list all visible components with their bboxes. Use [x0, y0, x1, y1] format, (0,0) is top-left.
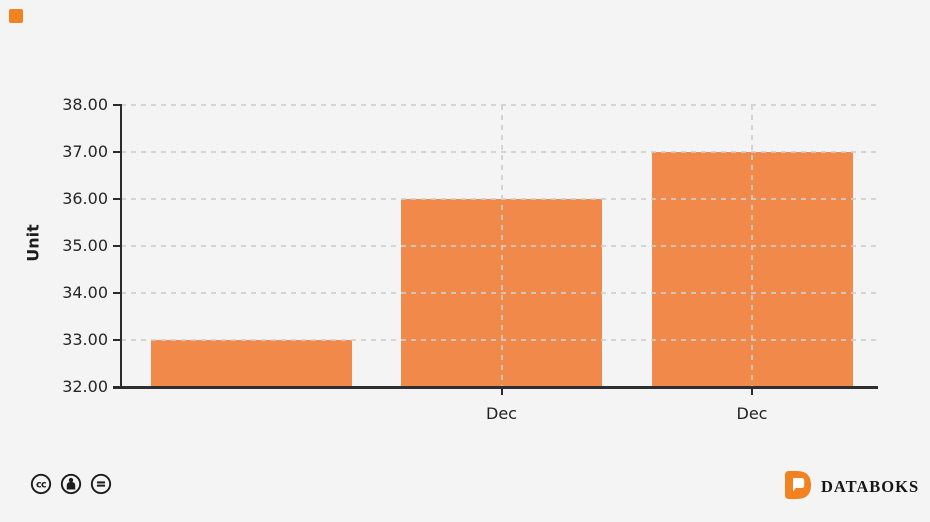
y-tick: [113, 339, 121, 341]
h-gridline: [121, 104, 876, 106]
v-gridline: [500, 105, 503, 387]
no-derivatives-icon[interactable]: [90, 473, 112, 495]
databoks-wordmark: DATABOKS: [821, 477, 920, 496]
y-tick-label: 32.00: [62, 377, 108, 396]
x-axis-line: [113, 386, 878, 389]
svg-text:cc: cc: [36, 479, 47, 490]
y-tick: [113, 198, 121, 200]
y-tick-label: 34.00: [62, 283, 108, 302]
v-gridline: [751, 105, 753, 387]
h-gridline: [121, 245, 876, 247]
databoks-logo[interactable]: DATABOKS: [784, 470, 919, 504]
y-tick-label: 35.00: [62, 236, 108, 255]
y-tick: [113, 151, 121, 153]
y-tick: [113, 104, 121, 106]
brand-corner-square: [9, 9, 23, 23]
y-tick-label: 38.00: [62, 95, 108, 114]
y-tick: [113, 245, 121, 247]
y-tick: [113, 292, 121, 294]
license-badges: cc: [30, 473, 112, 495]
y-tick-label: 33.00: [62, 330, 108, 349]
y-tick: [113, 386, 121, 388]
h-gridline: [121, 292, 876, 294]
bar-1: [150, 340, 352, 387]
databoks-logo-mark-icon: [784, 470, 812, 504]
attribution-icon[interactable]: [60, 473, 82, 495]
x-tick: [751, 387, 753, 395]
y-tick-label: 36.00: [62, 189, 108, 208]
x-tick: [500, 387, 503, 395]
x-category-label: Dec: [486, 404, 517, 423]
y-tick-label: 37.00: [62, 142, 108, 161]
h-gridline: [121, 339, 876, 341]
cc-icon[interactable]: cc: [30, 473, 52, 495]
h-gridline: [121, 151, 876, 153]
y-axis-line: [120, 104, 122, 388]
x-category-label: Dec: [736, 404, 768, 423]
h-gridline: [121, 198, 876, 200]
